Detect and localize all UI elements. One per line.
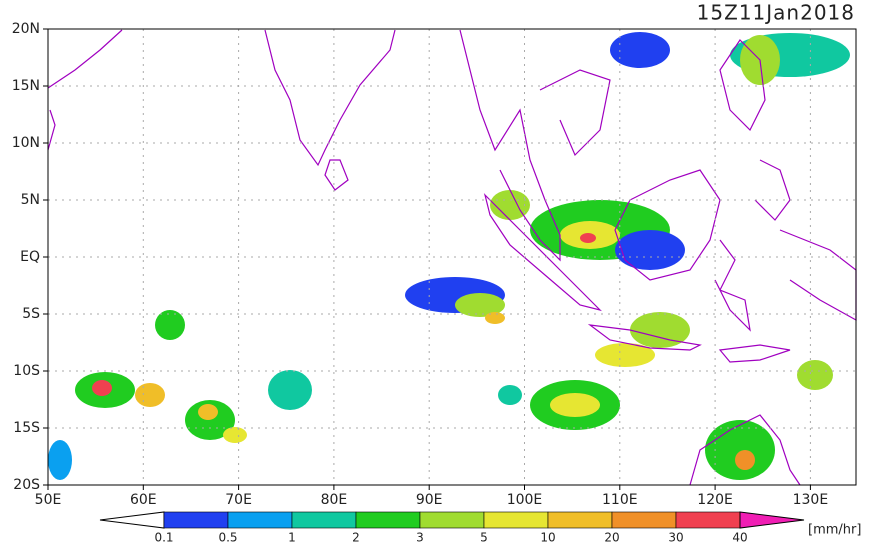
lon-label: 60E xyxy=(130,492,157,508)
coastlines xyxy=(47,29,857,486)
lat-label: 10S xyxy=(13,363,40,379)
colorbar-box xyxy=(291,511,357,529)
lat-label: 20N xyxy=(12,21,40,37)
lat-label: 5N xyxy=(21,192,40,208)
colorbar-label: 5 xyxy=(480,531,488,544)
lon-label: 100E xyxy=(507,492,543,508)
lat-label: 20S xyxy=(13,477,40,493)
rain-areas xyxy=(48,32,850,480)
lon-label: 130E xyxy=(793,492,829,508)
colorbar-box xyxy=(611,511,677,529)
colorbar-over xyxy=(739,511,805,529)
colorbar-label: 3 xyxy=(416,531,424,544)
lon-label: 50E xyxy=(35,492,62,508)
lat-label: 15N xyxy=(12,78,40,94)
colorbar-box xyxy=(675,511,741,529)
colorbar-label: 20 xyxy=(604,531,619,544)
colorbar-box xyxy=(419,511,485,529)
colorbar-label: 1 xyxy=(288,531,296,544)
lat-label: EQ xyxy=(20,249,40,265)
grid xyxy=(48,29,856,485)
colorbar-label: 10 xyxy=(540,531,555,544)
colorbar-box xyxy=(483,511,549,529)
colorbar-box xyxy=(355,511,421,529)
colorbar-box xyxy=(163,511,229,529)
lat-label: 5S xyxy=(22,306,40,322)
colorbar-label: 2 xyxy=(352,531,360,544)
colorbar-label: 0.5 xyxy=(218,531,237,544)
lon-label: 90E xyxy=(416,492,443,508)
lon-label: 70E xyxy=(225,492,252,508)
lon-label: 120E xyxy=(697,492,733,508)
lat-label: 10N xyxy=(12,135,40,151)
colorbar-box xyxy=(227,511,293,529)
colorbar-label: 0.1 xyxy=(154,531,173,544)
map-title: 15Z11Jan2018 xyxy=(697,1,855,25)
colorbar-under xyxy=(99,511,165,529)
colorbar: 0.1 0.5 1 2 3 5 10 20 30 40 xyxy=(99,511,805,544)
lat-label: 15S xyxy=(13,420,40,436)
lon-label: 80E xyxy=(321,492,348,508)
colorbar-label: 30 xyxy=(668,531,683,544)
lon-label: 110E xyxy=(602,492,638,508)
colorbar-label: 40 xyxy=(732,531,747,544)
colorbar-box xyxy=(547,511,613,529)
colorbar-unit: [mm/hr] xyxy=(808,523,861,538)
